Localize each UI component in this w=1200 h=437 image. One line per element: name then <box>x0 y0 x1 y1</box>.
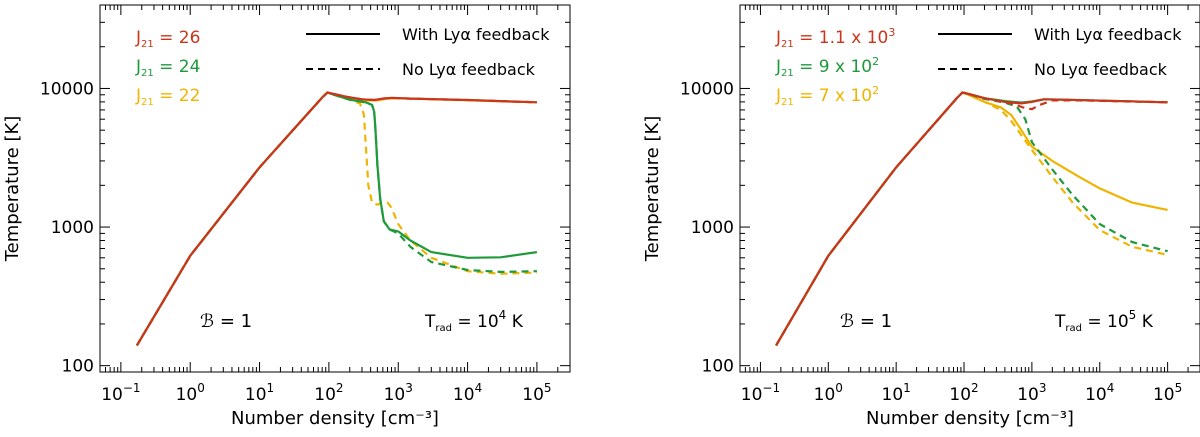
chart-panel-1: 10−1 100 101 102 103 104 105 100 1000 10000 Number… <box>2 4 571 429</box>
x-tick-label: 10−1 <box>741 381 780 405</box>
y-axis-label: Temperature [K] <box>2 116 23 263</box>
legend-label-solid: With Lyα feedback <box>1034 25 1182 44</box>
series-3-dashed-line <box>775 91 1168 346</box>
chart-panel-2: 10−1 100 101 102 103 104 105 100 1000 10000 Number… <box>642 4 1200 429</box>
y-tick-label: 10000 <box>680 79 734 99</box>
x-axis-label: Number density [cm⁻³] <box>231 408 439 429</box>
y-axis-label: Temperature [K] <box>642 116 663 263</box>
series-1-solid-line <box>775 91 1168 346</box>
series-label-1: J21 = 26 <box>135 28 200 50</box>
x-tick-label: 105 <box>1153 381 1182 405</box>
y-tick-label: 10000 <box>40 79 94 99</box>
y-tick-label: 1000 <box>51 218 94 238</box>
series-1-solid-line <box>135 91 537 346</box>
plot-frame <box>99 4 571 373</box>
x-tick-label: 102 <box>949 381 978 405</box>
x-tick-label: 104 <box>453 381 482 405</box>
y-tick-label: 100 <box>62 357 94 377</box>
series-2-solid-line <box>775 91 1168 346</box>
x-axis-label: Number density [cm⁻³] <box>866 408 1074 429</box>
x-tick-label: 101 <box>882 381 911 405</box>
series-3-solid-line <box>135 91 537 346</box>
curves <box>135 91 538 346</box>
annotation-b: ℬ = 1 <box>840 311 892 332</box>
x-tick-label: 100 <box>176 381 205 405</box>
annotation-trad: Trad = 105 K <box>1054 308 1154 334</box>
series-label-2: J21 = 24 <box>135 57 200 79</box>
x-tick-label: 103 <box>1017 381 1046 405</box>
series-2-dashed-line <box>135 91 537 346</box>
curves <box>775 91 1168 346</box>
legend-label-solid: With Lyα feedback <box>402 25 550 44</box>
plot-frame <box>739 4 1200 373</box>
x-tick-label: 102 <box>314 381 343 405</box>
x-tick-label: 105 <box>522 381 551 405</box>
series-label-3: J21 = 22 <box>135 86 200 108</box>
series-2-dashed-line <box>775 91 1168 346</box>
annotation-trad: Trad = 104 K <box>424 308 524 334</box>
series-3-dashed-line <box>135 91 537 346</box>
series-1-dashed-line <box>135 91 537 346</box>
series-2-solid-line <box>135 91 538 346</box>
series-1-dashed-line <box>775 91 1168 346</box>
annotation-b: ℬ = 1 <box>200 311 252 332</box>
series-3-solid-line <box>775 91 1168 346</box>
x-tick-label: 103 <box>384 381 413 405</box>
y-tick-label: 100 <box>702 357 734 377</box>
series-label-3: J21 = 7 x 102 <box>775 84 879 108</box>
x-tick-label: 104 <box>1085 381 1114 405</box>
x-tick-label: 10−1 <box>101 381 140 405</box>
series-label-2: J21 = 9 x 102 <box>775 55 879 79</box>
x-tick-label: 100 <box>814 381 843 405</box>
legend-label-dashed: No Lyα feedback <box>402 60 536 79</box>
x-tick-label: 101 <box>245 381 274 405</box>
y-tick-label: 1000 <box>691 218 734 238</box>
series-label-1: J21 = 1.1 x 103 <box>775 26 895 50</box>
legend-label-dashed: No Lyα feedback <box>1034 60 1168 79</box>
